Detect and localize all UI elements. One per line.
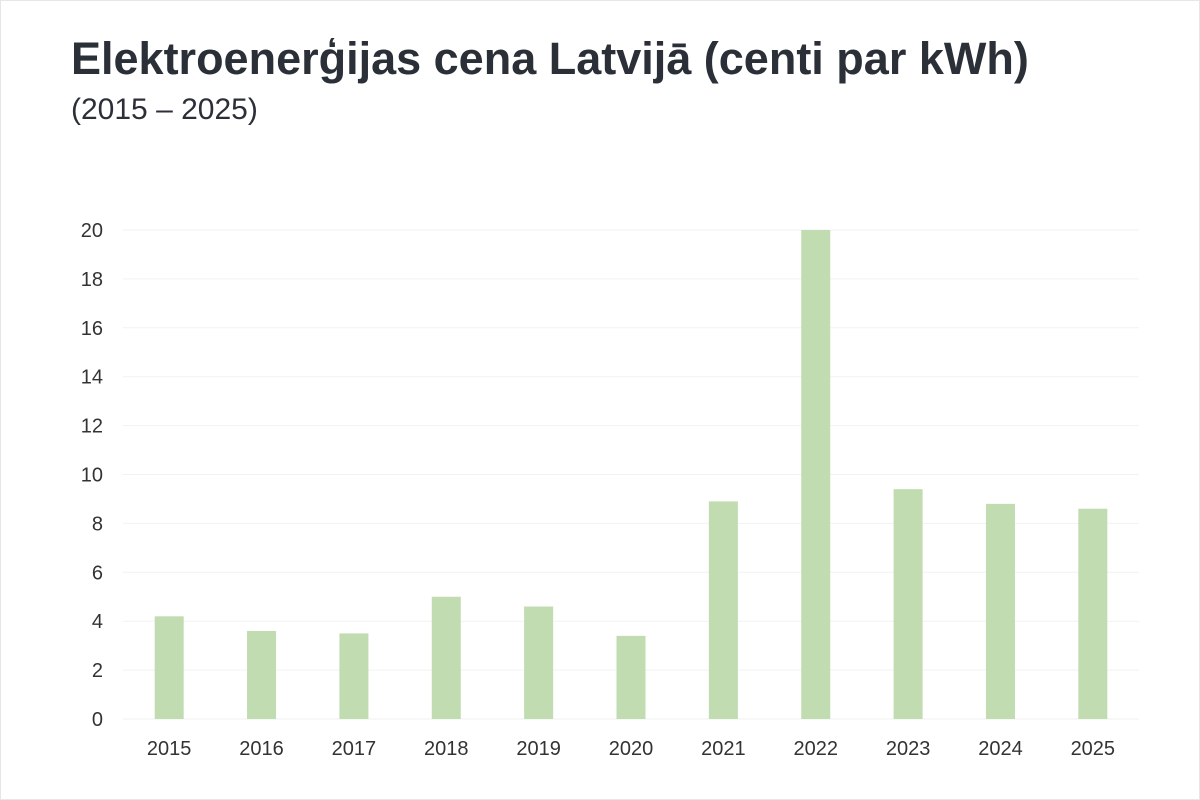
bar-2017 <box>339 633 369 719</box>
bar-2022 <box>801 230 831 719</box>
x-tick-label: 2021 <box>701 738 746 760</box>
x-tick-label: 2018 <box>424 738 469 760</box>
x-axis-ticks: 2015 2016 2017 2018 2019 2020 2021 2022 2023 2024… <box>147 738 1115 760</box>
y-axis-ticks: 0 2 4 6 8 10 12 14 16 18 20 <box>81 220 103 731</box>
x-tick-label: 2016 <box>239 738 284 760</box>
bar-2024 <box>985 503 1015 719</box>
y-tick-label: 16 <box>81 318 103 340</box>
bar-2023 <box>893 489 923 719</box>
x-tick-label: 2020 <box>609 738 654 760</box>
y-tick-label: 14 <box>81 367 103 389</box>
x-tick-label: 2023 <box>886 738 931 760</box>
y-tick-label: 6 <box>92 562 103 584</box>
chart-title: Elektroenerģijas cena Latvijā (centi par… <box>71 33 1029 84</box>
y-tick-label: 8 <box>92 513 103 535</box>
y-tick-label: 0 <box>92 709 103 731</box>
y-tick-label: 12 <box>81 416 103 438</box>
bar-2019 <box>524 606 554 719</box>
gridlines <box>123 229 1139 720</box>
y-tick-label: 10 <box>81 465 103 487</box>
bar-2021 <box>708 501 738 719</box>
bar-2025 <box>1078 508 1108 719</box>
bar-2016 <box>247 630 277 719</box>
y-tick-label: 2 <box>92 660 103 682</box>
x-tick-label: 2022 <box>793 738 838 760</box>
bar-2018 <box>431 596 461 719</box>
bar-2020 <box>616 635 646 719</box>
x-tick-label: 2019 <box>516 738 561 760</box>
y-tick-label: 20 <box>81 220 103 242</box>
y-tick-label: 18 <box>81 269 103 291</box>
x-tick-label: 2015 <box>147 738 192 760</box>
x-tick-label: 2024 <box>978 738 1023 760</box>
bars <box>154 230 1108 719</box>
y-tick-label: 4 <box>92 611 103 633</box>
x-tick-label: 2025 <box>1071 738 1116 760</box>
x-tick-label: 2017 <box>332 738 377 760</box>
bar-2015 <box>154 616 184 719</box>
chart-subtitle: (2015 – 2025) <box>71 93 258 126</box>
